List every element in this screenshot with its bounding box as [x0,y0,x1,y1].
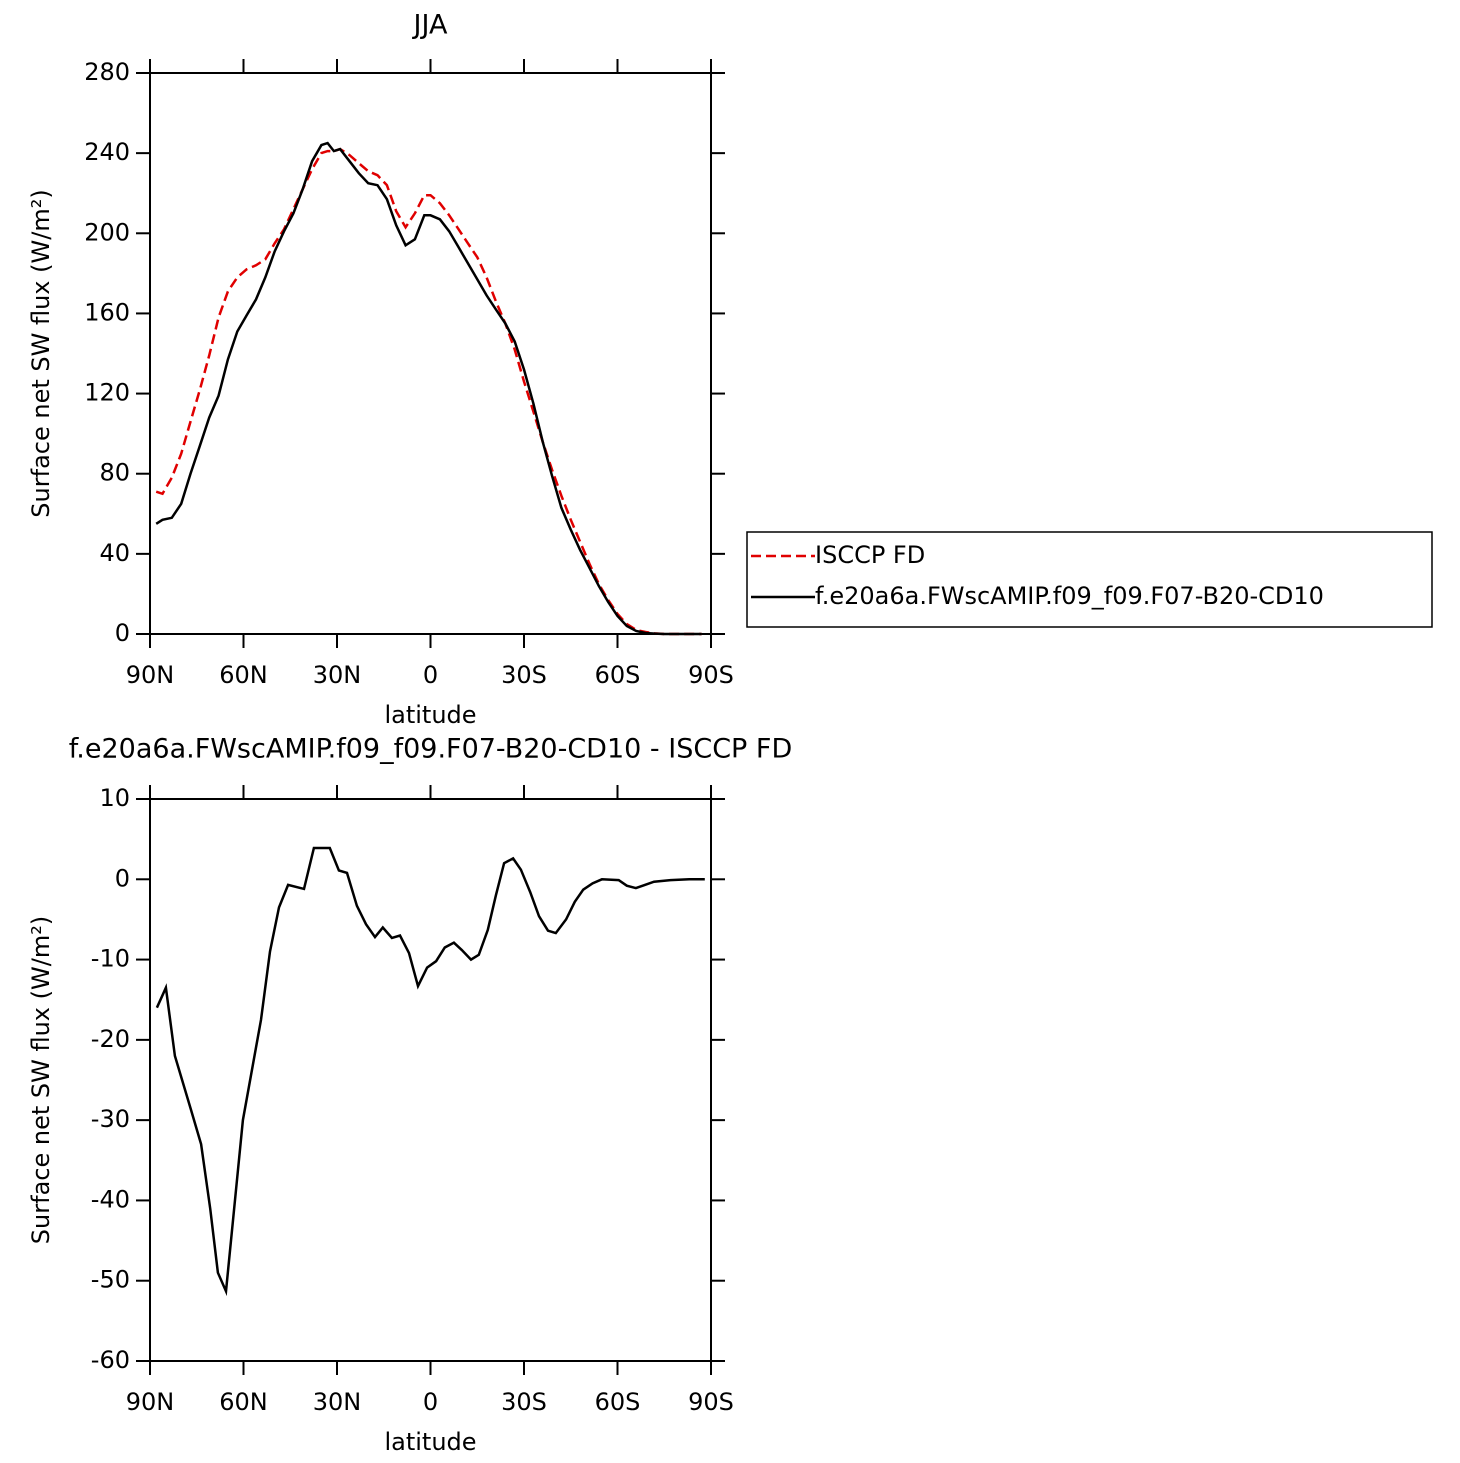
chart-title: f.e20a6a.FWscAMIP.f09_f09.F07-B20-CD10 -… [69,734,792,765]
y-tick-label: 280 [84,58,130,86]
y-axis-label: Surface net SW flux (W/m²) [27,189,55,517]
y-tick-label: 0 [115,619,130,647]
x-tick-label: 90N [126,661,175,689]
x-tick-label: 0 [423,1388,438,1416]
legend-box [746,531,1433,628]
plot-frame [149,72,712,635]
data-line [155,147,702,636]
x-axis-label: latitude [384,1428,476,1456]
plot-frame [149,798,712,1362]
y-tick-label: -30 [91,1105,130,1133]
y-tick-label: 200 [84,218,130,246]
x-axis-label: latitude [384,701,476,729]
x-tick-label: 60N [219,661,268,689]
legend-label: f.e20a6a.FWscAMIP.f09_f09.F07-B20-CD10 [815,582,1324,610]
x-tick-label: 30N [313,661,362,689]
y-tick-label: -20 [91,1025,130,1053]
x-tick-label: 90S [688,661,734,689]
x-tick-label: 60N [219,1388,268,1416]
y-tick-label: -60 [91,1346,130,1374]
x-tick-label: 0 [423,661,438,689]
y-tick-label: 160 [84,298,130,326]
chart-title: JJA [412,10,448,41]
x-tick-label: 90N [126,1388,175,1416]
data-line [155,141,702,636]
y-tick-label: -10 [91,945,130,973]
legend-label: ISCCP FD [815,541,925,569]
x-tick-label: 30S [501,661,547,689]
y-tick-label: 10 [99,784,130,812]
data-line [155,846,705,1297]
x-tick-label: 30N [313,1388,362,1416]
y-tick-label: -50 [91,1266,130,1294]
y-tick-label: -40 [91,1185,130,1213]
y-tick-label: 120 [84,379,130,407]
y-axis-label: Surface net SW flux (W/m²) [27,916,55,1244]
x-tick-label: 90S [688,1388,734,1416]
y-tick-label: 240 [84,138,130,166]
x-tick-label: 30S [501,1388,547,1416]
y-tick-label: 0 [115,864,130,892]
y-tick-label: 40 [99,539,130,567]
x-tick-label: 60S [595,1388,641,1416]
y-tick-label: 80 [99,459,130,487]
x-tick-label: 60S [595,661,641,689]
